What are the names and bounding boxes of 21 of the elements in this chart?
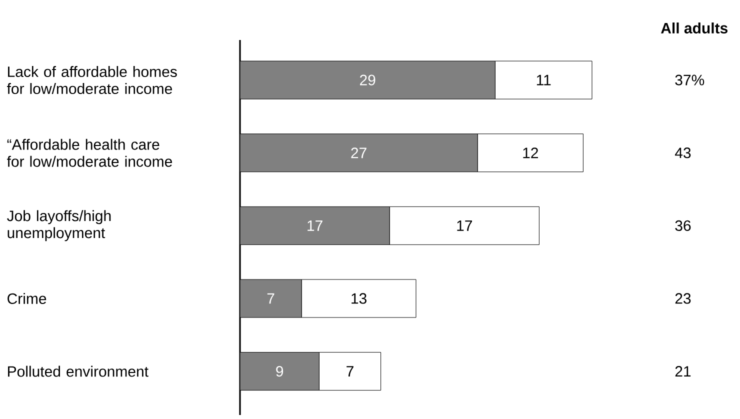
y-tick-label: Lack of affordable homes for low/moderate income [7, 66, 177, 94]
data-label: 7 [267, 293, 274, 304]
data-label: 27 [351, 148, 366, 158]
text: 37% [675, 74, 704, 86]
text: 36 [675, 220, 691, 231]
data-label: 7 [346, 366, 354, 376]
data-label: 29 [360, 74, 376, 86]
y-tick-label: “Affordable health care for low/moderate income [7, 138, 172, 167]
y-tick-label: Job layoffs/high unemployment [7, 210, 111, 242]
text: All adults [661, 22, 728, 34]
text: 21 [675, 366, 691, 377]
data-label: 12 [523, 148, 538, 158]
text: 43 [674, 148, 691, 158]
data-label: 11 [536, 74, 551, 86]
text: 23 [675, 293, 691, 304]
y-tick-label: Polluted environment [8, 366, 148, 377]
y-tick-label: Crime [8, 292, 46, 304]
data-label: 9 [276, 366, 284, 377]
data-label: 17 [457, 220, 472, 231]
data-label: 13 [352, 293, 366, 304]
data-label: 17 [308, 220, 322, 231]
